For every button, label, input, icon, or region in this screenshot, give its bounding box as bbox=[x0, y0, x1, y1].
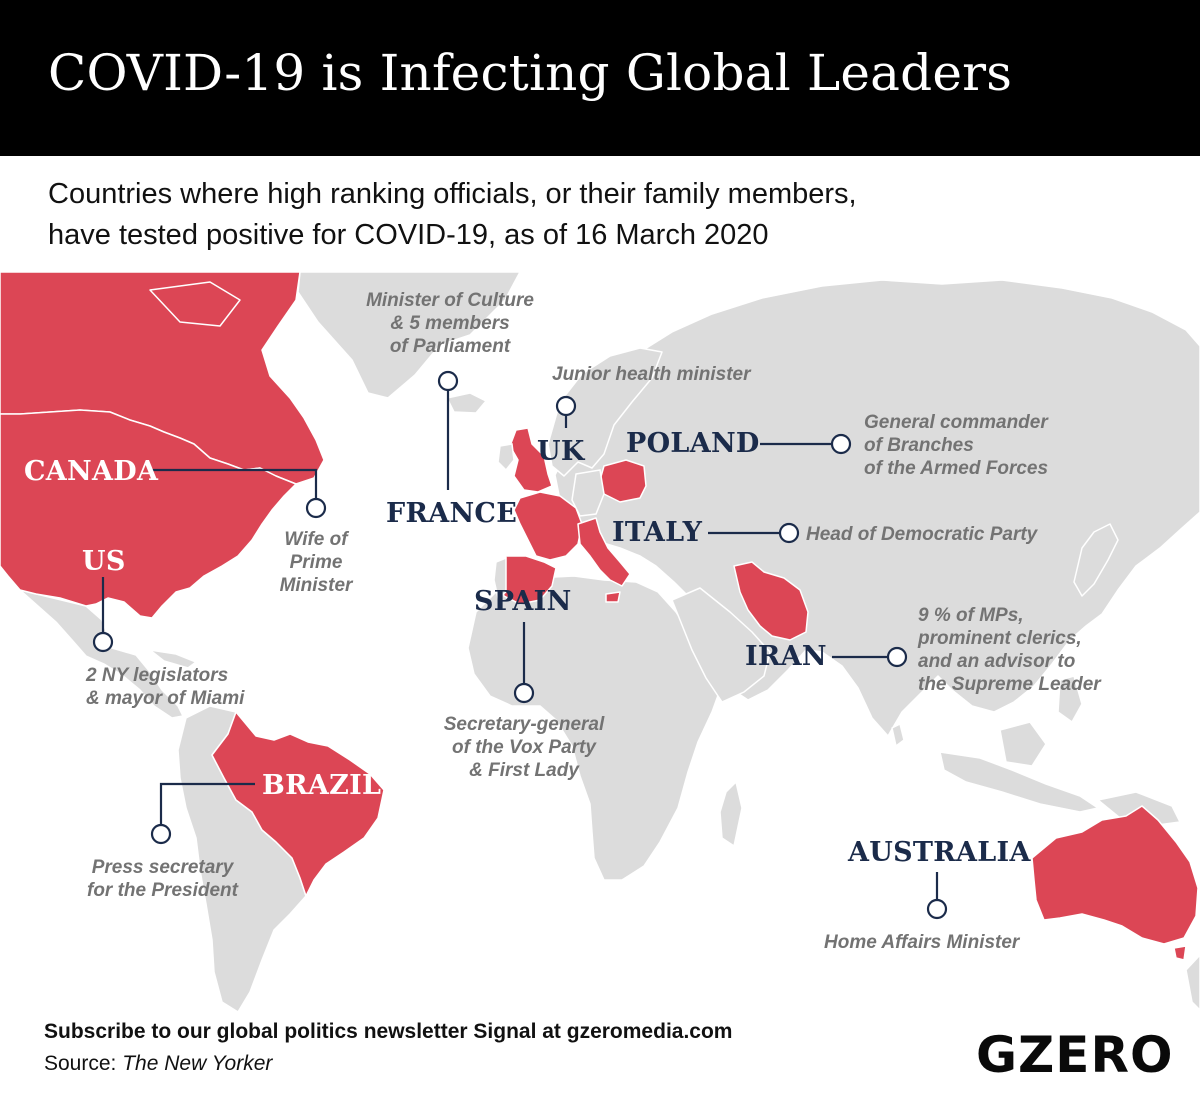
subtitle: Countries where high ranking officials, … bbox=[48, 174, 1148, 256]
japan-shape bbox=[1073, 523, 1119, 597]
note-iran-line: prominent clerics, bbox=[918, 628, 1082, 649]
indonesia-shape bbox=[939, 751, 1099, 813]
note-iran: 9 % of MPs, prominent clerics, and an ad… bbox=[918, 604, 1101, 696]
subtitle-line-1: Countries where high ranking officials, … bbox=[48, 178, 857, 210]
canada-arctic-shape bbox=[149, 281, 241, 327]
note-france-line: Minister of Culture bbox=[366, 290, 534, 311]
note-poland-line: of the Armed Forces bbox=[864, 458, 1049, 479]
note-iran-line: 9 % of MPs, bbox=[918, 605, 1024, 626]
note-poland: General commander of Branches of the Arm… bbox=[864, 411, 1048, 480]
france-shape bbox=[513, 491, 583, 561]
note-australia: Home Affairs Minister bbox=[824, 931, 1019, 954]
label-poland: POLAND bbox=[626, 428, 760, 459]
note-poland-line: General commander bbox=[864, 412, 1048, 433]
note-canada-line: Prime bbox=[289, 552, 343, 573]
label-spain: SPAIN bbox=[474, 586, 572, 617]
note-iran-line: and an advisor to bbox=[918, 651, 1076, 672]
caribbean-shape bbox=[149, 649, 197, 669]
subscribe-text: Subscribe to our global politics newslet… bbox=[44, 1020, 733, 1043]
uk-shape bbox=[509, 427, 553, 493]
iran-shape bbox=[733, 561, 809, 641]
note-france: Minister of Culture & 5 members of Parli… bbox=[340, 289, 560, 358]
source-text: Source: The New Yorker bbox=[44, 1052, 272, 1076]
note-brazil-line: Press secretary bbox=[91, 857, 234, 878]
note-spain-line: Secretary-general bbox=[443, 714, 605, 735]
philippines-shape bbox=[1057, 675, 1083, 723]
tasmania-shape bbox=[1173, 945, 1187, 961]
iceland-shape bbox=[446, 392, 487, 414]
note-spain-line: of the Vox Party bbox=[452, 737, 596, 758]
note-spain-line: & First Lady bbox=[469, 760, 579, 781]
label-canada: CANADA bbox=[24, 456, 159, 487]
new-zealand-shape bbox=[1185, 954, 1200, 1011]
subtitle-line-2: have tested positive for COVID-19, as of… bbox=[48, 219, 769, 251]
note-italy: Head of Democratic Party bbox=[806, 523, 1037, 546]
label-italy: ITALY bbox=[612, 517, 703, 548]
sri-lanka-shape bbox=[891, 723, 905, 747]
world-map bbox=[0, 271, 1200, 1013]
note-poland-line: of Branches bbox=[864, 435, 974, 456]
portugal-shape bbox=[493, 556, 507, 600]
note-uk: Junior health minister bbox=[552, 363, 750, 386]
australia-shape bbox=[1031, 805, 1199, 945]
land-affected bbox=[0, 271, 1199, 961]
label-iran: IRAN bbox=[745, 641, 827, 672]
sicily-shape bbox=[605, 591, 621, 603]
title-bar: COVID-19 is Infecting Global Leaders bbox=[0, 0, 1200, 156]
label-brazil: BRAZIL bbox=[262, 770, 382, 801]
note-iran-line: the Supreme Leader bbox=[918, 674, 1101, 695]
note-us: 2 NY legislators & mayor of Miami bbox=[86, 664, 244, 710]
ireland-shape bbox=[497, 443, 515, 472]
note-canada: Wife of Prime Minister bbox=[262, 528, 370, 597]
note-canada-line: Wife of bbox=[284, 529, 348, 550]
note-us-line: 2 NY legislators bbox=[86, 665, 229, 686]
label-france: FRANCE bbox=[386, 498, 518, 529]
source-prefix: Source: bbox=[44, 1052, 123, 1075]
gzero-logo: GZERO bbox=[976, 1026, 1174, 1084]
arabia-shape bbox=[671, 587, 771, 703]
note-spain: Secretary-general of the Vox Party & Fir… bbox=[414, 713, 634, 782]
note-france-line: & 5 members bbox=[390, 313, 510, 334]
germany-shape bbox=[571, 469, 605, 517]
italy-shape bbox=[577, 517, 631, 587]
madagascar-shape bbox=[719, 781, 743, 847]
africa-shape bbox=[467, 575, 721, 881]
label-australia: AUSTRALIA bbox=[848, 837, 1031, 868]
scandinavia-shape bbox=[547, 347, 663, 477]
note-italy-line: Head of Democratic Party bbox=[806, 524, 1038, 545]
note-brazil-line: for the President bbox=[87, 880, 238, 901]
page-title: COVID-19 is Infecting Global Leaders bbox=[48, 44, 1013, 102]
borneo-shape bbox=[999, 721, 1047, 767]
label-uk: UK bbox=[537, 436, 585, 467]
note-us-line: & mayor of Miami bbox=[86, 688, 245, 709]
label-us: US bbox=[82, 546, 126, 577]
note-brazil: Press secretary for the President bbox=[60, 856, 265, 902]
land-unaffected bbox=[19, 271, 1200, 1013]
greenland-shape bbox=[297, 271, 521, 399]
note-france-line: of Parliament bbox=[389, 336, 511, 357]
poland-shape bbox=[599, 459, 647, 503]
note-australia-line: Home Affairs Minister bbox=[824, 932, 1020, 953]
us-shape bbox=[0, 409, 297, 619]
source-name: The New Yorker bbox=[122, 1052, 273, 1075]
note-uk-line: Junior health minister bbox=[552, 364, 751, 385]
note-canada-line: Minister bbox=[279, 575, 353, 596]
